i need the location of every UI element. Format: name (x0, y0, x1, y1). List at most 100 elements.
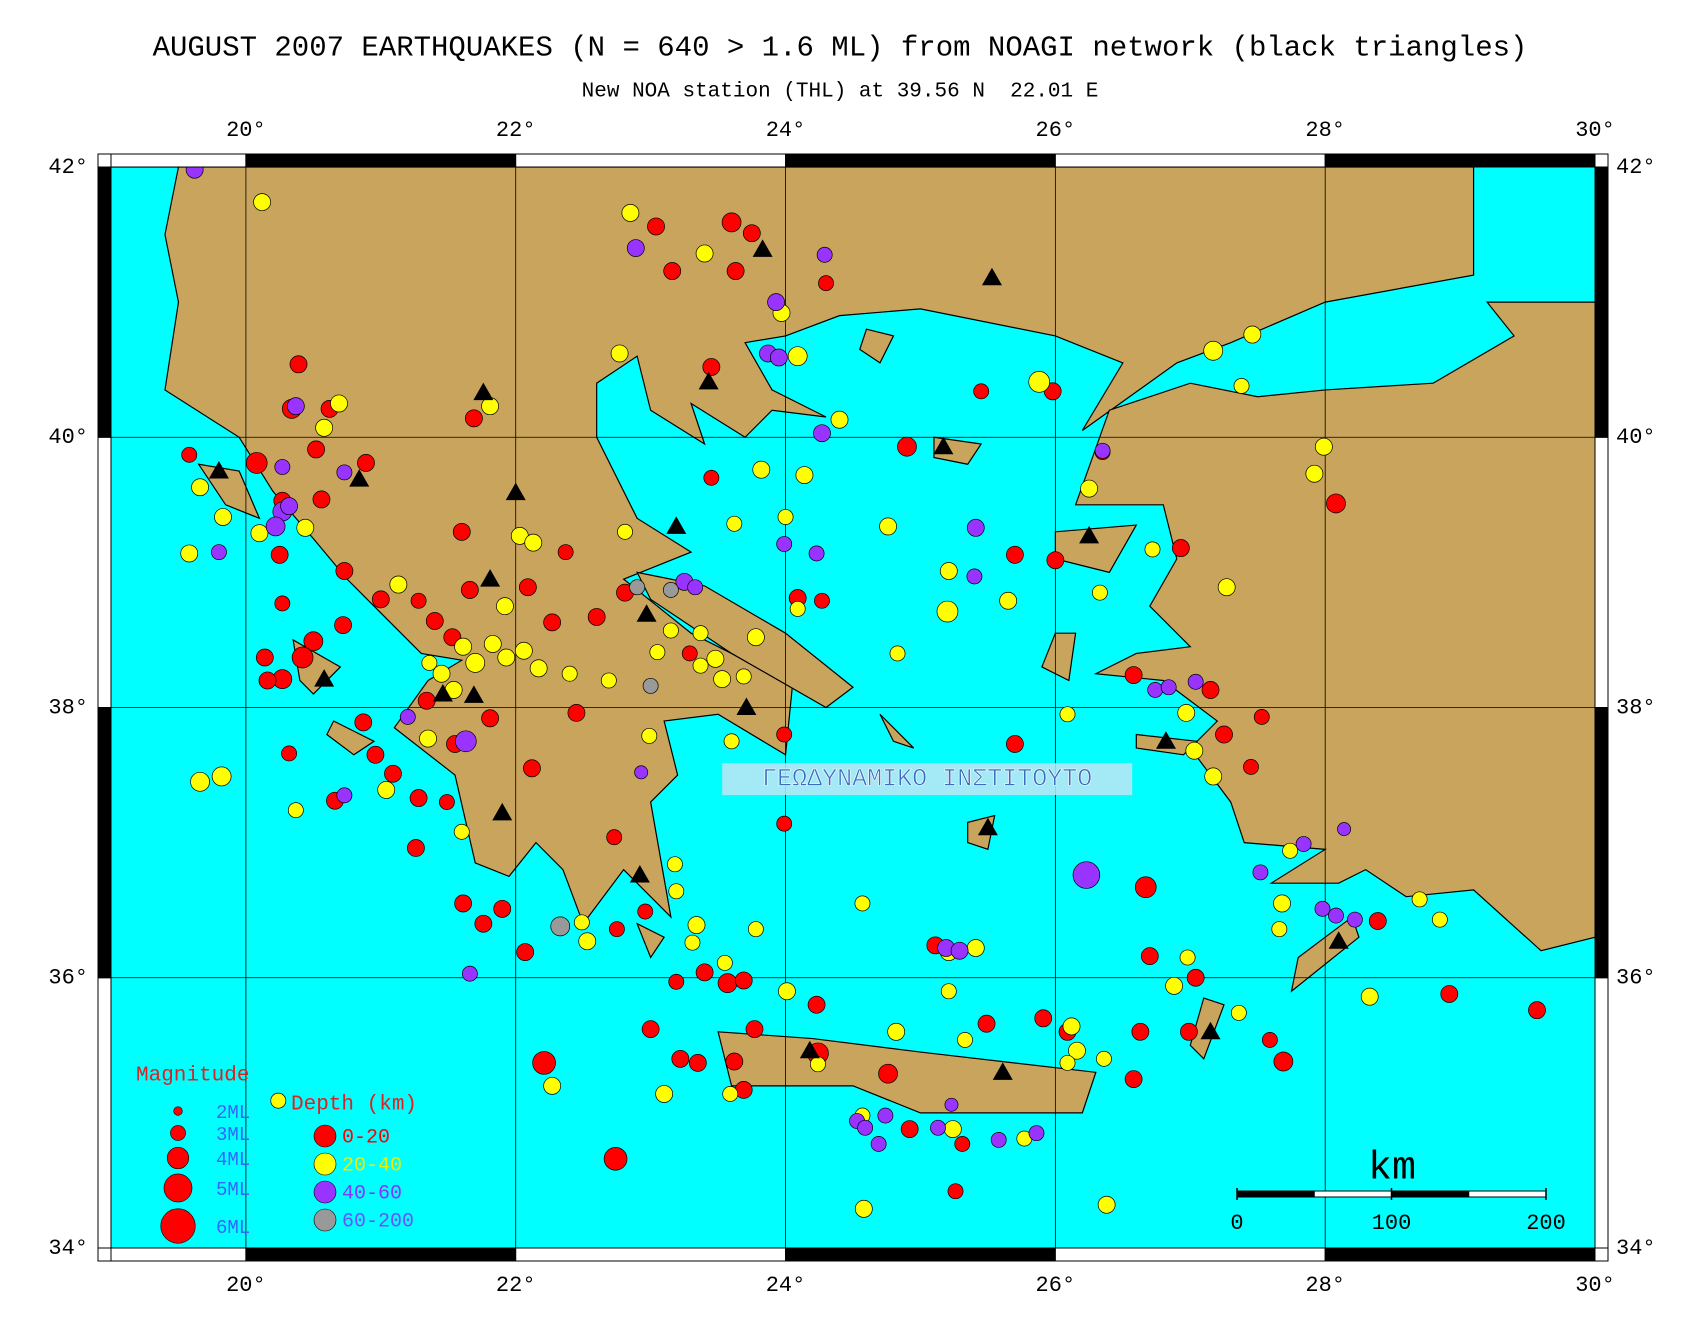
earthquake (954, 1136, 971, 1152)
earthquake (1131, 1022, 1150, 1041)
x-tick-label: 24° (766, 118, 806, 143)
station (349, 469, 370, 487)
earthquake (857, 1119, 874, 1136)
earthquake (966, 568, 983, 585)
x-tick-label: 22° (496, 118, 536, 143)
earthquake (662, 582, 679, 598)
earthquake (1096, 1050, 1112, 1067)
earthquake (253, 193, 271, 212)
x-tick-label: 20° (226, 1273, 266, 1298)
earthquake (930, 1119, 946, 1136)
earthquake (417, 691, 436, 710)
earthquake (1411, 891, 1428, 908)
x-tick-label: 30° (1575, 1273, 1615, 1298)
watermark-background (722, 763, 1133, 796)
y-tick-label: 40° (48, 425, 88, 450)
earthquake (452, 522, 471, 541)
earthquake (897, 436, 917, 457)
earthquake (778, 982, 796, 1001)
earthquake (315, 418, 334, 437)
earthquake (617, 523, 633, 540)
frame-bar (785, 1247, 1056, 1262)
frame-bar (97, 977, 112, 1249)
earthquake (1144, 541, 1161, 558)
frame-bar (1324, 1247, 1596, 1262)
earthquake (377, 781, 396, 799)
earthquake (1273, 1051, 1294, 1072)
earthquake (1124, 1070, 1143, 1088)
earthquake (999, 591, 1018, 610)
earthquake (814, 592, 830, 609)
earthquake (973, 383, 990, 400)
earthquake (966, 518, 985, 537)
frame-bar (97, 707, 112, 979)
legend-magnitude-label: 5ML (216, 1179, 250, 1201)
earthquake (354, 713, 373, 732)
earthquake (497, 648, 516, 667)
earthquake (777, 509, 794, 525)
earthquake (944, 1097, 959, 1112)
earthquake (1177, 704, 1196, 722)
earthquake (816, 246, 833, 263)
station (981, 267, 1002, 286)
earthquake (281, 745, 297, 762)
landmass (636, 922, 666, 959)
frame-bar (515, 1247, 787, 1262)
x-tick-label: 28° (1305, 118, 1345, 143)
earthquake (854, 1199, 873, 1218)
earthquake (626, 239, 645, 257)
station (1200, 1021, 1221, 1040)
earthquake (1097, 1195, 1116, 1214)
earthquake (1059, 1054, 1076, 1071)
earthquake (474, 914, 493, 933)
earthquake (214, 508, 232, 526)
overlay: 20°20°22°22°24°24°26°26°28°28°30°30°34° 3… (48, 118, 1655, 1298)
earthquake (647, 217, 665, 236)
earthquake (776, 726, 793, 743)
earthquake (357, 454, 375, 472)
legend-magnitude-marker (163, 1173, 193, 1203)
earthquake (813, 424, 831, 443)
earthquake (274, 459, 291, 475)
earthquake (943, 1120, 962, 1138)
earthquake (1271, 921, 1288, 938)
frame-bar (110, 153, 247, 168)
earthquake (561, 665, 578, 682)
earthquake (330, 394, 348, 413)
earthquake (1186, 968, 1205, 987)
earthquake (270, 1092, 287, 1109)
earthquake (286, 397, 305, 416)
earthquake (767, 293, 785, 312)
y-tick-label: 34° (48, 1236, 88, 1261)
earthquake (465, 409, 483, 428)
earthquake (1134, 876, 1157, 899)
frame-bar (110, 1247, 247, 1262)
earthquake (649, 644, 666, 661)
earthquake (936, 600, 959, 623)
landmass (1041, 632, 1077, 682)
earthquake (1215, 725, 1233, 744)
station (933, 436, 954, 455)
earthquake (608, 921, 625, 938)
station (314, 669, 335, 687)
earthquake (990, 1131, 1007, 1148)
legend-depth-marker (313, 1180, 337, 1204)
earthquake (706, 649, 725, 668)
earthquake (483, 635, 502, 653)
earthquake (726, 262, 745, 280)
earthquake (191, 478, 209, 497)
earthquake (1217, 578, 1236, 597)
earthquake (878, 1063, 898, 1084)
earthquake (692, 657, 709, 674)
earthquake (578, 932, 597, 951)
legend-magnitude-marker (160, 1208, 196, 1244)
earthquake (514, 641, 533, 660)
earthquake (532, 1051, 556, 1075)
station (666, 516, 687, 534)
earthquake (1094, 442, 1111, 459)
earthquake (1314, 437, 1333, 456)
station (752, 239, 773, 257)
legend-depth-label: 40-60 (342, 1182, 402, 1205)
x-tick-label: 24° (766, 1273, 806, 1298)
station (1079, 525, 1100, 544)
